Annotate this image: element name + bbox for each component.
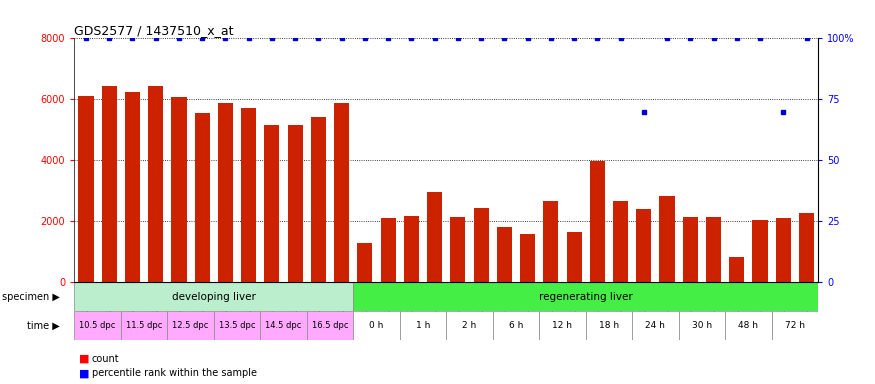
Bar [148,86,164,282]
Bar [354,311,400,340]
Text: 14.5 dpc: 14.5 dpc [265,321,302,330]
Bar [566,232,582,282]
Bar [752,220,767,282]
Text: GDS2577 / 1437510_x_at: GDS2577 / 1437510_x_at [74,24,234,37]
Bar [307,311,354,340]
Bar [725,311,772,340]
Bar [121,311,167,340]
Bar [679,311,725,340]
Bar [357,243,373,282]
Bar [172,97,186,282]
Text: 1 h: 1 h [416,321,430,330]
Bar [311,117,326,282]
Text: 2 h: 2 h [462,321,477,330]
Bar [79,96,94,282]
Bar [585,311,632,340]
Bar [613,200,628,282]
Bar [214,311,261,340]
Bar [102,86,116,282]
Text: ■: ■ [79,368,89,378]
Text: developing liver: developing liver [172,291,255,302]
Bar [381,218,396,282]
Bar [473,209,488,282]
Bar [636,209,651,282]
Text: 24 h: 24 h [646,321,665,330]
Bar [493,311,539,340]
Bar [261,311,307,340]
Bar [451,217,466,282]
Text: percentile rank within the sample: percentile rank within the sample [92,368,257,378]
Bar [354,282,818,311]
Bar [539,311,585,340]
Bar [590,161,605,282]
Text: 48 h: 48 h [738,321,759,330]
Text: 12.5 dpc: 12.5 dpc [172,321,209,330]
Bar [264,125,279,282]
Bar [682,217,698,282]
Bar [446,311,493,340]
Text: 72 h: 72 h [785,321,805,330]
Bar [288,125,303,282]
Text: 13.5 dpc: 13.5 dpc [219,321,256,330]
Bar [194,113,210,282]
Bar [543,201,558,282]
Bar [520,234,536,282]
Bar [334,103,349,282]
Text: 30 h: 30 h [692,321,712,330]
Text: 12 h: 12 h [552,321,572,330]
Text: 16.5 dpc: 16.5 dpc [312,321,348,330]
Bar [400,311,446,340]
Bar [125,92,140,282]
Bar [74,282,354,311]
Text: 6 h: 6 h [508,321,523,330]
Bar [799,213,814,282]
Text: specimen ▶: specimen ▶ [2,291,60,302]
Text: 11.5 dpc: 11.5 dpc [126,321,162,330]
Bar [427,192,442,282]
Bar [660,196,675,282]
Text: ■: ■ [79,354,89,364]
Text: time ▶: time ▶ [27,320,60,331]
Text: 10.5 dpc: 10.5 dpc [80,321,116,330]
Bar [497,227,512,282]
Bar [167,311,214,340]
Bar [776,218,791,282]
Text: regenerating liver: regenerating liver [539,291,633,302]
Bar [218,103,233,282]
Bar [242,108,256,282]
Bar [729,257,745,282]
Text: count: count [92,354,120,364]
Bar [632,311,679,340]
Bar [706,217,721,282]
Text: 18 h: 18 h [598,321,619,330]
Bar [772,311,818,340]
Bar [404,216,419,282]
Text: 0 h: 0 h [369,321,384,330]
Bar [74,311,121,340]
